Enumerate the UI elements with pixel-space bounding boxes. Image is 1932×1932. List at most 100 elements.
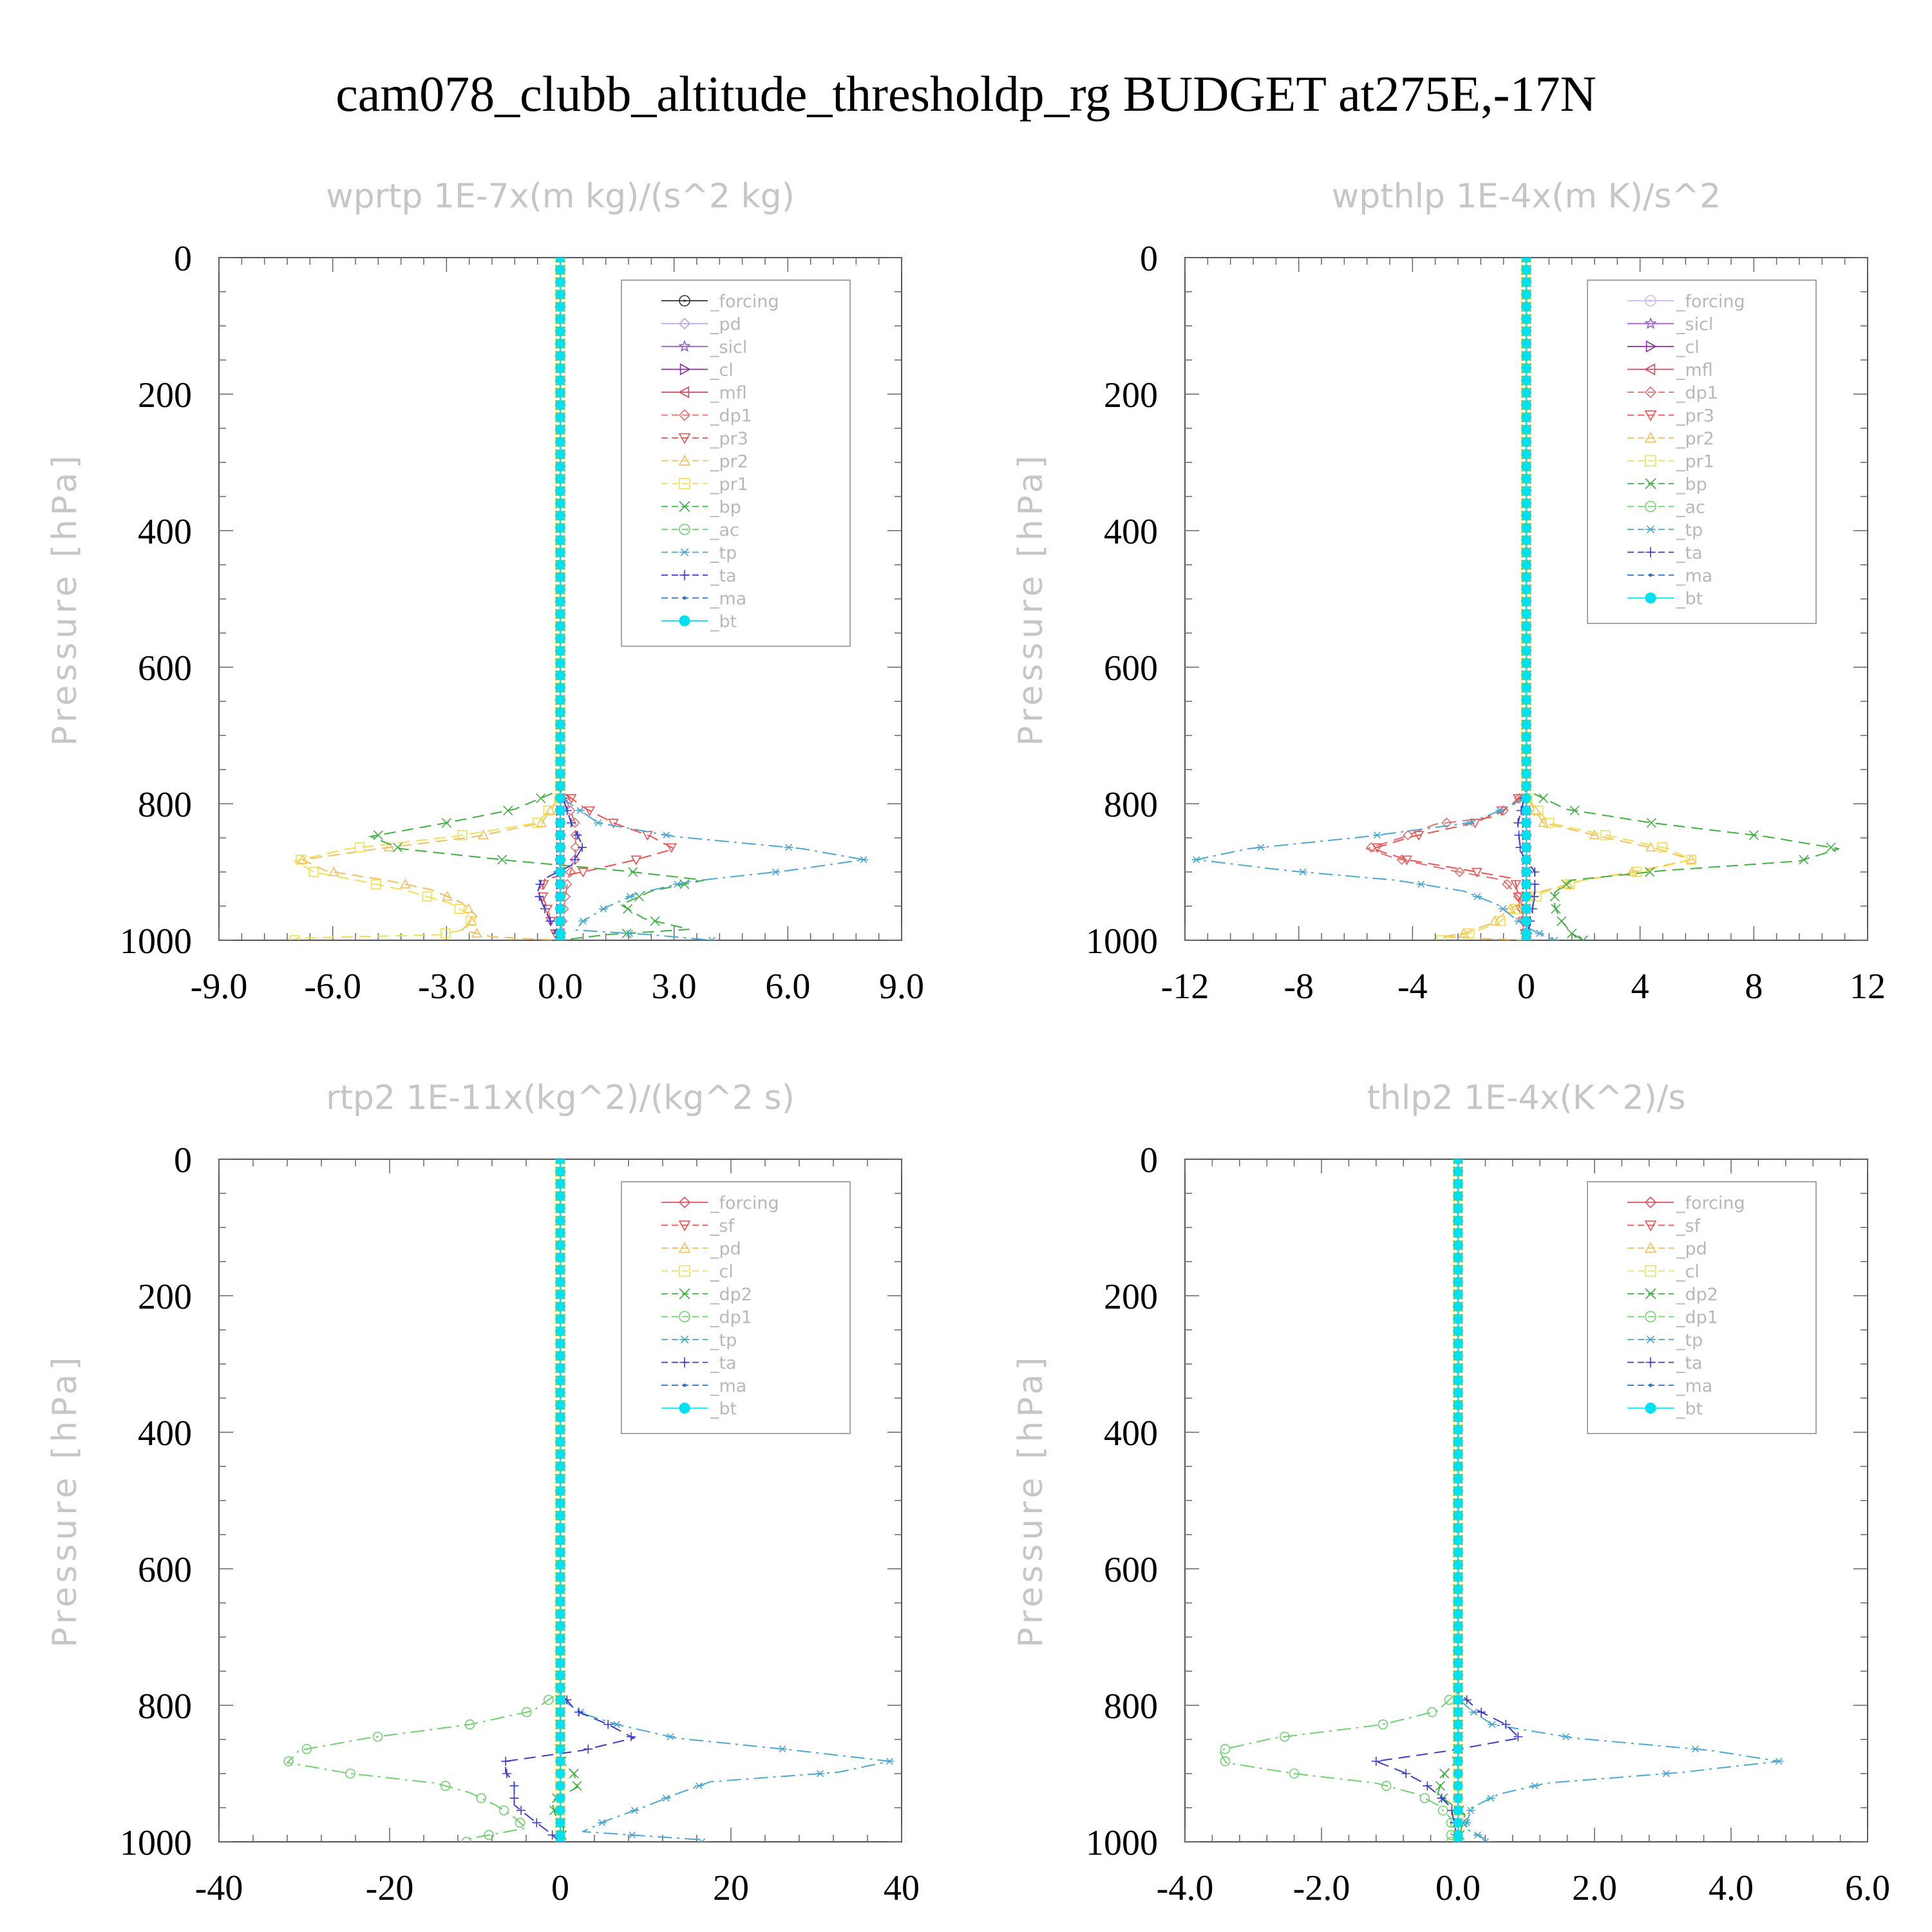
data-point [1521, 424, 1531, 435]
data-point [1521, 855, 1531, 865]
data-point [1453, 1670, 1463, 1680]
data-point [1191, 856, 1201, 864]
data-point [555, 388, 565, 398]
data-point [1521, 461, 1531, 471]
data-point [555, 1253, 565, 1263]
panel-title: wprtp 1E-7x(m kg)/(s^2 kg) [326, 177, 795, 216]
data-point [1419, 1793, 1430, 1803]
data-point [1453, 1240, 1463, 1251]
data-point [612, 1721, 621, 1728]
data-point [1600, 829, 1611, 840]
data-point [328, 866, 339, 876]
data-point [1549, 891, 1560, 902]
data-point [521, 1707, 532, 1718]
legend-item-tp: _tp [661, 544, 737, 564]
y-tick-label: 1000 [120, 1823, 192, 1863]
data-point [1453, 1437, 1463, 1447]
data-point [1473, 1831, 1482, 1839]
data-point [1453, 1289, 1463, 1300]
data-point [465, 916, 476, 927]
data-point [1298, 868, 1307, 876]
data-point [1453, 1584, 1463, 1595]
legend-marker [1645, 1311, 1656, 1323]
series-markers-bt [1453, 1159, 1463, 1842]
data-point [570, 842, 581, 853]
data-point [1521, 584, 1531, 594]
data-point [1662, 1770, 1671, 1777]
data-point [1521, 744, 1531, 754]
legend-label: _pr2 [710, 452, 748, 472]
legend-item-bp: _bp [1627, 475, 1707, 495]
legend-marker [1645, 1288, 1656, 1300]
legend-marker [1649, 1383, 1653, 1387]
data-point [1521, 375, 1531, 386]
legend-marker [1645, 455, 1656, 467]
x-tick-label: -3.0 [418, 967, 475, 1007]
legend-item-ac: _ac [661, 520, 739, 540]
legend-item-ta: _ta [1627, 544, 1703, 564]
legend-item-pr2: _pr2 [661, 452, 748, 472]
data-point [1521, 400, 1531, 410]
legend-marker [1644, 317, 1657, 329]
legend-label: _pd [710, 1239, 741, 1259]
data-point [484, 1830, 494, 1841]
y-tick-label: 800 [138, 785, 192, 825]
data-point [1521, 388, 1531, 398]
legend-item-dp1: _dp1 [661, 406, 752, 426]
data-point [555, 1363, 565, 1373]
legend: _forcing _sf _pd _cl _dp2 _dp1 _tp _ta_ma _bt [1587, 1181, 1817, 1434]
data-point [555, 339, 565, 349]
x-tick-label: -20 [366, 1868, 414, 1908]
legend-box [1587, 279, 1817, 624]
data-point [1521, 486, 1531, 497]
legend-label: _ma [1676, 1376, 1712, 1396]
legend-label: _ac [710, 520, 739, 540]
legend-label: _dp1 [1676, 1308, 1718, 1328]
data-point [516, 1806, 526, 1815]
data-point [555, 633, 565, 643]
data-point [1453, 1645, 1463, 1656]
legend-marker [679, 1265, 690, 1277]
data-point [1453, 1314, 1463, 1324]
data-point [1453, 1227, 1463, 1238]
data-point [555, 1302, 565, 1312]
data-point [555, 523, 565, 533]
data-point [555, 473, 565, 484]
data-point [555, 1805, 565, 1815]
data-point [555, 855, 565, 865]
data-point [555, 658, 565, 668]
x-tick-label: -9.0 [191, 967, 248, 1007]
legend-item-bt: _bt [1627, 1399, 1703, 1419]
data-point [694, 1782, 704, 1790]
data-point [1453, 1695, 1463, 1705]
legend-item-cl: _cl [661, 361, 734, 381]
data-point [555, 498, 565, 509]
legend-marker [679, 1335, 690, 1344]
data-point [1521, 560, 1531, 570]
legend-item-forcing: _forcing [661, 1193, 779, 1213]
data-point [1279, 1731, 1290, 1742]
data-point [1530, 804, 1541, 815]
y-tick-label: 0 [1140, 239, 1158, 279]
legend-item-dp1: _dp1 [1627, 383, 1718, 403]
data-point [1453, 1621, 1463, 1631]
data-point [535, 892, 544, 902]
data-point [555, 375, 565, 386]
data-point [1453, 1719, 1463, 1730]
data-point [1521, 621, 1531, 631]
legend: _forcing _sicl_cl _mfl_dp1 _pr3 _pr2 _pr1 _bp _… [1587, 279, 1817, 624]
legend-item-ac: _ac [1627, 498, 1705, 518]
legend-marker-ring [1645, 295, 1656, 307]
data-point [1530, 880, 1540, 889]
data-point [555, 1510, 565, 1520]
legend-marker [679, 524, 690, 535]
legend-item-bt: _bt [661, 612, 737, 632]
data-point [466, 915, 477, 925]
legend-marker [679, 548, 690, 556]
legend-item-ta: _ta [661, 1354, 737, 1374]
data-point [1645, 842, 1656, 852]
data-point [1446, 1837, 1457, 1842]
data-point [555, 1609, 565, 1619]
legend-item-dp2: _dp2 [661, 1285, 752, 1305]
x-tick-label: 40 [884, 1868, 920, 1908]
